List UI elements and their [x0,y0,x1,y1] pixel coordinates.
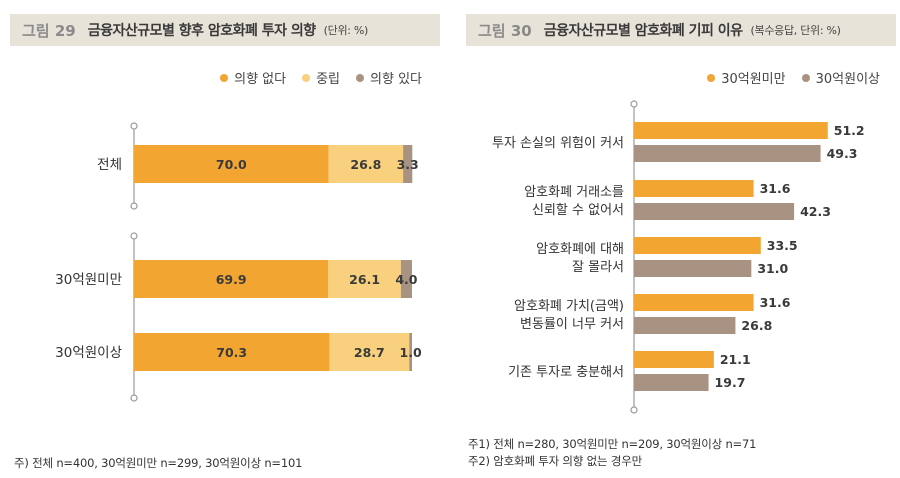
fig29-axis-cap-bottom-0 [130,202,138,210]
figure-30-note-1: 주1) 전체 n=280, 30억원미만 n=209, 30억원이상 n=71 [468,437,757,451]
fig29-bar-1-2 [400,260,412,298]
fig29-legend-item-0: 의향 없다 [220,68,286,87]
fig30-category-label-1-1: 신뢰할 수 없어서 [532,203,624,218]
figure-29-number: 그림 29 [22,21,76,40]
figure-30-header: 그림 30 금융자산규모별 암호화폐 기피 이유 (복수응답, 단위: %) [466,14,896,46]
fig30-category-label-4-0: 기존 투자로 충분해서 [508,365,624,380]
fig29-data-label-0-2: 3.3 [397,157,419,172]
fig30-legend-label-1: 30억원이상 [815,72,880,87]
fig30-axis-cap-bottom [630,406,638,414]
fig29-category-label-0: 전체 [97,157,122,173]
figure-30-legend: 30억원미만 30억원이상 [707,68,880,87]
figure-30-note-2: 주2) 암호화폐 투자 의향 없는 경우만 [468,454,642,468]
fig30-axis-cap-top [630,100,638,108]
fig29-data-label-0-0: 70.0 [216,157,247,172]
fig29-legend-item-1: 중립 [302,68,340,87]
fig30-data-label-1-1: 42.3 [800,204,831,219]
fig30-data-label-4-0: 21.1 [720,352,751,367]
fig29-bar-0-2 [403,145,413,183]
fig29-legend-item-2: 의향 있다 [356,68,422,87]
figure-29-title: 금융자산규모별 향후 암호화폐 투자 의향 [87,23,316,39]
fig29-data-label-2-2: 1.0 [400,345,422,360]
fig30-bar-3-0 [634,294,754,311]
fig29-bar-0-0 [134,145,329,183]
fig29-bar-1-0 [134,260,329,298]
fig30-data-label-3-1: 26.8 [741,318,772,333]
fig30-bar-3-1 [634,317,736,334]
fig29-axis-cap-top-0 [130,122,138,130]
fig29-legend-label-0: 의향 없다 [234,72,287,87]
fig29-axis-cap-bottom-1 [130,394,138,402]
fig29-data-label-1-2: 4.0 [395,272,417,287]
fig30-data-label-4-1: 19.7 [715,375,746,390]
fig29-data-label-1-1: 26.1 [349,272,380,287]
fig30-data-label-2-1: 31.0 [757,261,788,276]
fig30-legend-item-0: 30억원미만 [707,68,786,87]
fig29-bar-2-0 [134,333,330,371]
fig30-category-label-0-0: 투자 손실의 위험이 커서 [492,136,624,151]
fig30-legend-item-1: 30억원이상 [801,68,880,87]
fig30-bar-4-1 [634,374,709,391]
figure-29-legend: 의향 없다 중립 의향 있다 [220,68,422,87]
fig29-legend-label-1: 중립 [316,72,341,87]
fig29-data-label-2-1: 28.7 [354,345,385,360]
fig30-category-label-2-1: 잘 몰라서 [572,260,624,275]
fig29-category-label-2: 30억원이상 [55,345,122,361]
fig30-data-label-0-1: 49.3 [827,146,858,161]
fig29-bar-0-1 [328,145,404,183]
fig30-bar-4-0 [634,351,714,368]
fig30-data-label-2-0: 33.5 [767,238,798,253]
fig29-category-label-1: 30억원미만 [55,272,122,288]
fig30-legend-swatch-0 [707,73,716,82]
fig30-bar-2-1 [634,260,752,277]
figure-29-unit: (단위: %) [323,24,369,37]
fig29-legend-swatch-0 [220,73,229,82]
fig30-category-label-3-1: 변동률이 너무 커서 [520,317,624,332]
fig30-category-label-2-0: 암호화폐에 대해 [536,242,624,257]
fig29-legend-swatch-1 [302,73,311,82]
fig30-data-label-3-0: 31.6 [760,295,791,310]
fig30-bar-0-0 [634,122,828,139]
figure-30-unit: (복수응답, 단위: %) [750,24,841,37]
fig29-legend-swatch-2 [356,73,365,82]
figure-30-title: 금융자산규모별 암호화폐 기피 이유 [543,23,743,39]
fig29-axis-cap-top-1 [130,232,138,240]
fig30-bar-1-0 [634,180,754,197]
fig30-category-label-1-0: 암호화폐 거래소를 [524,185,624,200]
fig30-data-label-0-0: 51.2 [834,123,865,138]
figure-29-panel: 그림 29 금융자산규모별 향후 암호화폐 투자 의향 (단위: %) 의향 없… [0,0,440,478]
fig30-bar-0-1 [634,145,821,162]
fig29-bar-2-1 [329,333,410,371]
figure-30-number: 그림 30 [478,21,532,40]
fig30-legend-swatch-1 [801,73,810,82]
figure-29-chart: 전체 70.0 26.8 3.3 30억원미만 69.9 26.1 4.0 30억원이상 70.3… [55,122,422,402]
fig29-bar-2-2 [409,333,412,371]
fig29-data-label-1-0: 69.9 [216,272,247,287]
fig30-data-label-1-0: 31.6 [760,181,791,196]
fig30-legend-label-0: 30억원미만 [721,72,786,87]
fig30-category-label-3-0: 암호화폐 가치(금액) [514,299,624,314]
figure-30-panel: 그림 30 금융자산규모별 암호화폐 기피 이유 (복수응답, 단위: %) 3… [462,0,900,478]
figure-29-note: 주) 전체 n=400, 30억원미만 n=299, 30억원이상 n=101 [14,456,303,470]
fig29-data-label-2-0: 70.3 [216,345,247,360]
fig30-bar-2-0 [634,237,761,254]
fig29-bar-1-1 [328,260,401,298]
fig29-data-label-0-1: 26.8 [350,157,381,172]
fig29-legend-label-2: 의향 있다 [370,72,422,87]
fig30-bar-1-1 [634,203,795,220]
figure-29-header: 그림 29 금융자산규모별 향후 암호화폐 투자 의향 (단위: %) [10,14,440,46]
